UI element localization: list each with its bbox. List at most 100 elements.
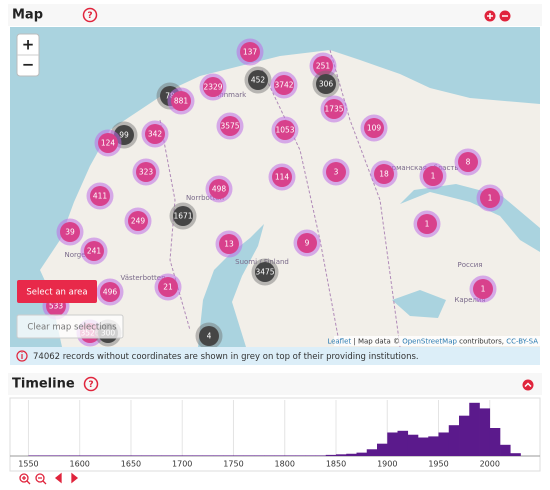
bar — [89, 455, 101, 456]
marker-label: 1671 — [173, 212, 192, 221]
bar — [346, 453, 357, 456]
attribution-part[interactable]: OpenStreetMap — [402, 338, 457, 346]
place-label: Norrbotten — [186, 194, 224, 202]
bar — [253, 455, 265, 456]
bar — [387, 432, 398, 456]
select-area-text: Select an area — [26, 288, 87, 298]
bar — [182, 455, 193, 456]
marker[interactable] — [417, 214, 437, 234]
attribution-part[interactable]: CC-BY-SA — [506, 338, 538, 346]
clear-selections-button[interactable] — [16, 314, 124, 339]
marker[interactable] — [316, 74, 336, 94]
marker-label: 18 — [379, 170, 389, 179]
marker[interactable] — [90, 186, 110, 206]
pan-left[interactable] — [54, 472, 62, 484]
help-icon[interactable] — [82, 7, 98, 23]
marker[interactable] — [203, 77, 223, 97]
marker[interactable] — [313, 56, 333, 76]
bar — [28, 455, 40, 456]
zoom-out[interactable]: − — [22, 56, 35, 74]
white-sea — [400, 184, 540, 252]
place-label: Västerbotten — [120, 274, 165, 282]
marker-label: 323 — [139, 168, 154, 177]
marker[interactable] — [60, 222, 80, 242]
marker-label: 8 — [466, 158, 471, 167]
marker-label: 498 — [212, 185, 227, 194]
bar — [151, 455, 163, 456]
marker-label: 1053 — [275, 126, 294, 135]
bar — [335, 454, 347, 456]
marker[interactable] — [458, 152, 478, 172]
marker[interactable] — [297, 233, 317, 253]
attribution-part: | Map data © — [351, 338, 402, 346]
marker[interactable] — [255, 262, 275, 282]
place-label: Suomi / Finland — [235, 258, 289, 266]
attribution-part[interactable]: Leaflet — [327, 338, 351, 346]
marker[interactable] — [100, 282, 120, 302]
marker[interactable] — [199, 326, 219, 346]
marker[interactable] — [209, 179, 229, 199]
marker-label: 13 — [224, 240, 234, 249]
marker-label: 1735 — [324, 105, 343, 114]
marker-label: 881 — [174, 97, 189, 106]
zoom-in-icon[interactable] — [19, 473, 29, 483]
bar — [356, 452, 368, 456]
help-icon[interactable] — [83, 376, 99, 392]
marker[interactable] — [248, 70, 268, 90]
marker[interactable] — [173, 206, 193, 226]
marker[interactable] — [158, 277, 178, 297]
border — [159, 49, 401, 347]
marker[interactable] — [98, 133, 118, 153]
marker[interactable] — [480, 188, 500, 208]
notice-text: 74062 records without coordinates are sh… — [33, 352, 419, 362]
marker[interactable] — [219, 234, 239, 254]
marker-label: 533 — [49, 302, 64, 311]
bar — [305, 455, 316, 456]
timeline-title: Timeline — [12, 377, 75, 392]
bar — [274, 455, 286, 456]
info-icon — [16, 350, 28, 362]
marker-label: 1 — [425, 220, 430, 229]
marker[interactable] — [274, 75, 294, 95]
marker[interactable] — [136, 162, 156, 182]
bar — [469, 402, 480, 456]
marker[interactable] — [473, 279, 493, 299]
marker[interactable] — [240, 42, 260, 62]
bar — [377, 443, 388, 456]
marker[interactable] — [220, 116, 240, 136]
marker[interactable] — [171, 91, 191, 111]
timeline-header — [8, 373, 542, 395]
bar — [120, 455, 132, 456]
zoom-out-icon[interactable] — [35, 473, 45, 483]
bar — [161, 455, 173, 456]
marker[interactable] — [326, 162, 346, 182]
marker[interactable] — [275, 120, 295, 140]
marker[interactable] — [84, 241, 104, 261]
marker[interactable] — [128, 211, 148, 231]
marker-label: 411 — [93, 192, 108, 201]
marker[interactable] — [272, 167, 292, 187]
bar — [510, 453, 521, 456]
marker[interactable] — [374, 164, 394, 184]
marker-label: 114 — [275, 173, 290, 182]
marker[interactable] — [364, 118, 384, 138]
help-text: ? — [88, 380, 93, 390]
marker[interactable] — [145, 124, 165, 144]
place-label: Россия — [458, 261, 483, 269]
select-area-button[interactable] — [17, 280, 97, 303]
x-tick-label: 1750 — [223, 460, 243, 469]
x-tick-label: 1550 — [18, 460, 38, 469]
bar — [284, 455, 296, 456]
zoom-in[interactable]: + — [22, 36, 35, 54]
marker-label: 3742 — [274, 81, 293, 90]
marker[interactable] — [324, 99, 344, 119]
zoom-in-glyph — [22, 476, 31, 485]
x-tick-label: 1950 — [428, 460, 448, 469]
bar — [48, 455, 60, 456]
marker[interactable] — [423, 166, 443, 186]
marker-label: 2329 — [203, 83, 222, 92]
map-title: Map — [12, 8, 43, 23]
collapse-button[interactable] — [522, 379, 534, 391]
pan-right[interactable] — [71, 472, 79, 484]
